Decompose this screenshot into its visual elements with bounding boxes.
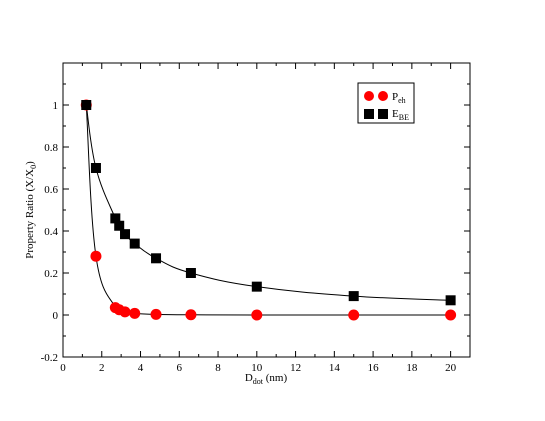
x-tick-label: 6: [177, 362, 183, 374]
y-axis-ticks: -0.2 0 0.2 0.4 0.6 0.8 1: [41, 83, 470, 364]
point-1-2: [110, 213, 121, 224]
point-1-6: [151, 253, 162, 264]
point-0-10: [445, 309, 457, 321]
x-tick-label: 0: [60, 362, 66, 374]
x-tick-label: 4: [138, 362, 144, 374]
x-axis-label: Ddot (nm): [245, 372, 288, 386]
legend-marker-ebe-2: [378, 109, 388, 119]
point-1-3: [114, 220, 125, 231]
point-1-4: [120, 229, 131, 240]
legend-marker-peh-1: [364, 91, 374, 101]
y-tick-label: 0.2: [44, 268, 58, 280]
legend-marker-peh-2: [378, 91, 388, 101]
x-tick-label: 16: [368, 362, 380, 374]
y-tick-label: -0.2: [41, 352, 58, 364]
point-1-10: [445, 295, 456, 306]
point-0-5: [129, 307, 141, 319]
point-0-7: [185, 309, 197, 321]
x-tick-label: 10: [251, 362, 263, 374]
data-markers: [80, 99, 457, 321]
point-1-5: [129, 238, 140, 249]
legend-marker-ebe-1: [364, 109, 374, 119]
legend-label-peh: Peh: [392, 91, 406, 105]
fit-curve-series-0: [85, 104, 451, 316]
point-0-4: [119, 306, 131, 318]
x-tick-label: 14: [329, 362, 341, 374]
x-tick-label: 20: [445, 362, 457, 374]
y-tick-label: 1: [53, 100, 59, 112]
x-tick-label: 18: [406, 362, 418, 374]
y-axis-label: Property Ratio (X/X0): [24, 161, 38, 259]
point-0-6: [150, 308, 162, 320]
point-0-1: [90, 250, 102, 262]
x-tick-label: 8: [215, 362, 221, 374]
point-1-9: [348, 291, 359, 302]
fit-curve-series-1: [85, 104, 451, 301]
point-1-7: [185, 268, 196, 278]
point-0-9: [348, 309, 360, 321]
x-tick-label: 2: [99, 362, 105, 374]
x-axis-ticks: 0 2 4 6 8 10 12 14 16 18 20: [60, 63, 457, 374]
fit-curves: [85, 104, 451, 316]
point-1-0: [81, 100, 92, 110]
point-0-8: [251, 309, 263, 321]
y-tick-label: 0: [53, 310, 59, 322]
point-1-8: [251, 281, 262, 292]
y-tick-label: 0.4: [44, 226, 58, 238]
x-tick-label: 12: [290, 362, 301, 374]
legend: Peh EBE: [357, 82, 415, 124]
y-tick-label: 0.8: [44, 142, 58, 154]
y-tick-label: 0.6: [44, 184, 58, 196]
point-1-1: [90, 163, 101, 173]
legend-label-ebe: EBE: [392, 108, 409, 122]
